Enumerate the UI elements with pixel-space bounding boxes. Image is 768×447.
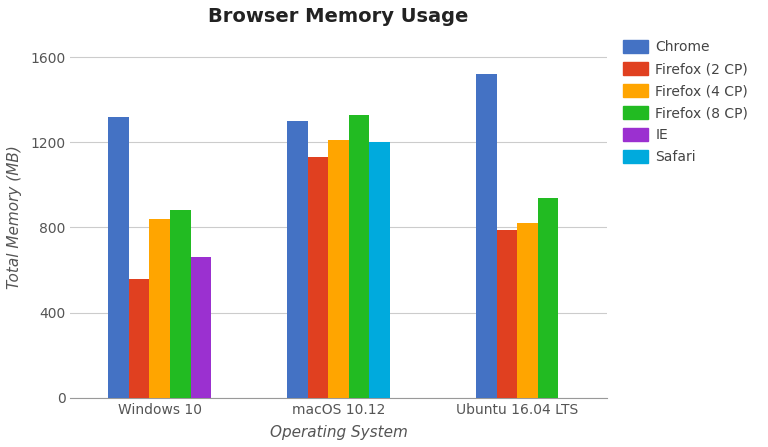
Bar: [518, 223, 538, 398]
Bar: [538, 198, 558, 398]
Legend: Chrome, Firefox (2 CP), Firefox (4 CP), Firefox (8 CP), IE, Safari: Chrome, Firefox (2 CP), Firefox (4 CP), …: [619, 36, 752, 169]
Title: Browser Memory Usage: Browser Memory Usage: [208, 7, 468, 26]
Y-axis label: Total Memory (MB): Total Memory (MB): [7, 145, 22, 289]
Bar: [150, 219, 170, 398]
Bar: [287, 121, 308, 398]
Bar: [108, 117, 129, 398]
Bar: [476, 74, 497, 398]
Bar: [190, 257, 211, 398]
Bar: [369, 142, 390, 398]
X-axis label: Operating System: Operating System: [270, 425, 408, 440]
Bar: [308, 157, 328, 398]
Bar: [170, 211, 190, 398]
Bar: [129, 278, 150, 398]
Bar: [328, 140, 349, 398]
Bar: [349, 114, 369, 398]
Bar: [497, 230, 518, 398]
